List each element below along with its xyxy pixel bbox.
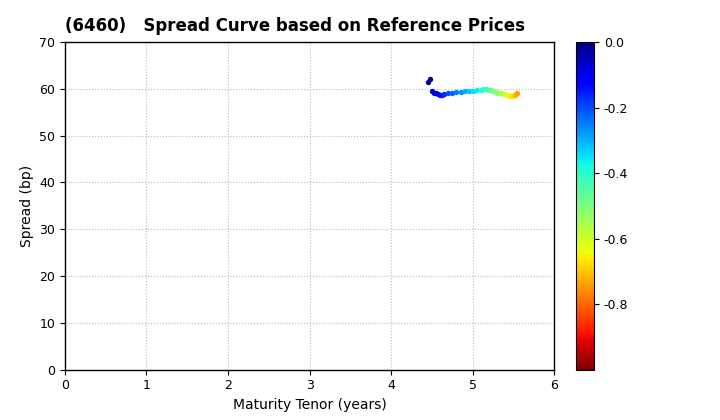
- Point: [446, 89, 458, 96]
- Point: [475, 87, 487, 93]
- Point: [471, 87, 482, 94]
- Point: [432, 91, 444, 98]
- Point: [467, 87, 479, 94]
- Point: [490, 89, 501, 95]
- Point: [511, 90, 523, 97]
- Point: [438, 91, 450, 98]
- Point: [487, 88, 499, 94]
- Point: [434, 92, 446, 98]
- Point: [436, 92, 448, 98]
- Point: [428, 89, 439, 96]
- Point: [443, 90, 454, 97]
- Point: [431, 90, 442, 97]
- Y-axis label: Spread (bp): Spread (bp): [19, 165, 34, 247]
- Point: [494, 89, 505, 96]
- Point: [451, 89, 462, 95]
- Point: [498, 91, 510, 97]
- Point: [500, 91, 511, 98]
- Point: [510, 92, 521, 98]
- Point: [455, 88, 467, 95]
- Point: [480, 85, 492, 92]
- Point: [483, 87, 495, 93]
- Point: [477, 86, 489, 93]
- Point: [505, 92, 516, 99]
- Point: [485, 87, 497, 94]
- Point: [424, 75, 436, 82]
- Point: [426, 88, 438, 94]
- Point: [503, 92, 515, 99]
- Point: [501, 92, 513, 98]
- Text: (6460)   Spread Curve based on Reference Prices: (6460) Spread Curve based on Reference P…: [65, 17, 525, 35]
- Point: [510, 91, 522, 98]
- Point: [508, 92, 519, 99]
- Point: [492, 89, 503, 96]
- Point: [422, 79, 433, 85]
- Point: [495, 90, 507, 97]
- Point: [463, 88, 474, 94]
- Point: [506, 92, 518, 99]
- Point: [459, 88, 470, 94]
- X-axis label: Maturity Tenor (years): Maturity Tenor (years): [233, 398, 387, 412]
